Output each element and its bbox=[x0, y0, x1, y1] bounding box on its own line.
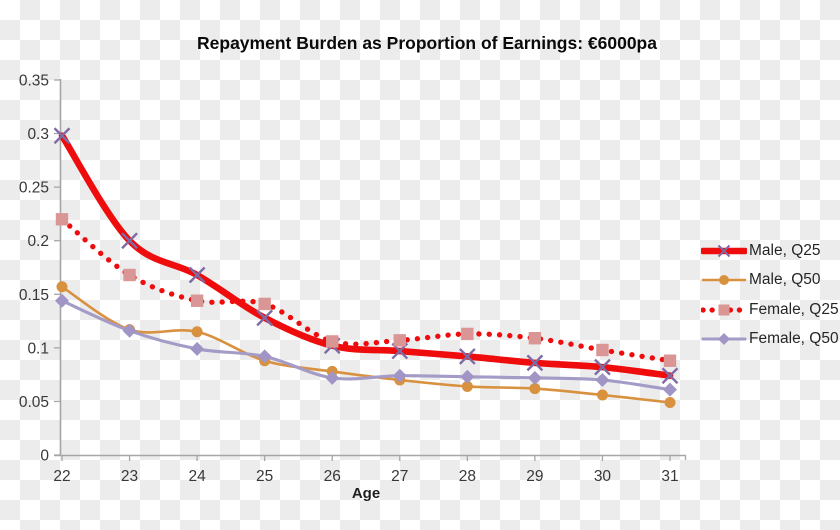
y-tick-label: 0.35 bbox=[19, 73, 49, 90]
x-tick-label: 23 bbox=[121, 468, 138, 485]
series-male-q50 bbox=[56, 281, 676, 408]
x-tick-label: 30 bbox=[594, 468, 612, 485]
legend-sample-male-q25-icon bbox=[701, 244, 747, 257]
chart-title: Repayment Burden as Proportion of Earnin… bbox=[197, 33, 657, 53]
legend-item-female-q25: Female, Q25 bbox=[701, 295, 839, 325]
legend-label-male-q25: Male, Q25 bbox=[749, 241, 821, 259]
x-tick-label: 29 bbox=[526, 468, 543, 485]
legend: Male, Q25 Male, Q50 Female, Q25 Female, … bbox=[701, 236, 839, 354]
axes: 0.35 0.3 0.25 0.2 0.15 0.1 0.05 022 23 24 25 26 27 28… bbox=[19, 73, 687, 485]
y-tick-label: 0.25 bbox=[19, 180, 49, 197]
y-tick-label: 0.3 bbox=[27, 126, 49, 143]
y-tick-label: 0 bbox=[40, 448, 49, 465]
x-tick-label: 22 bbox=[53, 468, 70, 485]
y-tick-label: 0.05 bbox=[19, 394, 49, 411]
y-tick-label: 0.1 bbox=[27, 340, 49, 357]
x-tick-label: 31 bbox=[661, 468, 678, 485]
legend-label-female-q25: Female, Q25 bbox=[749, 300, 839, 318]
legend-label-female-q50: Female, Q50 bbox=[749, 330, 839, 348]
series-female-q50 bbox=[55, 293, 677, 397]
x-tick-label: 24 bbox=[188, 468, 206, 485]
y-tick-label: 0.2 bbox=[27, 233, 49, 250]
legend-item-male-q50: Male, Q50 bbox=[701, 266, 839, 296]
series-female-q25 bbox=[55, 213, 677, 367]
y-tick-label: 0.15 bbox=[19, 287, 49, 304]
x-axis-title: Age bbox=[351, 485, 381, 502]
legend-sample-female-q50-icon bbox=[701, 333, 747, 346]
legend-item-female-q50: Female, Q50 bbox=[701, 325, 839, 355]
x-tick-label: 26 bbox=[324, 468, 341, 485]
x-tick-label: 27 bbox=[391, 468, 408, 485]
x-tick-label: 28 bbox=[459, 468, 476, 485]
legend-sample-female-q25-icon bbox=[701, 304, 747, 316]
legend-item-male-q25: Male, Q25 bbox=[701, 236, 839, 266]
legend-sample-male-q50-icon bbox=[701, 275, 747, 286]
legend-label-male-q50: Male, Q50 bbox=[749, 271, 821, 289]
x-tick-label: 25 bbox=[256, 468, 273, 485]
